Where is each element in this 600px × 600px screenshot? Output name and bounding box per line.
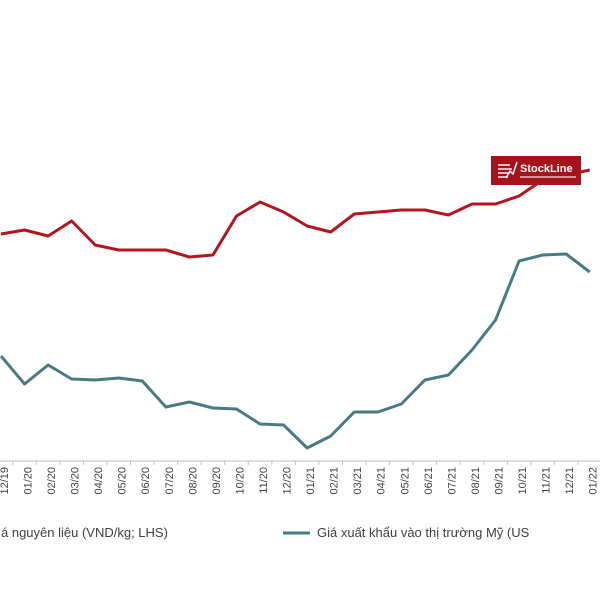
x-axis-tick-labels: 12/19 01/20 02/20 03/20 04/20 05/20 06/20 07/20… <box>0 467 600 495</box>
x-tick-label: 08/20 <box>187 467 199 495</box>
x-tick-label: 05/21 <box>399 467 411 495</box>
x-axis-ticks <box>12 461 579 465</box>
x-tick-label: 03/20 <box>70 467 82 495</box>
x-tick-label: 05/20 <box>117 467 129 495</box>
x-tick-label: 12/19 <box>0 467 11 495</box>
stockline-mark-icon <box>498 161 518 179</box>
x-tick-label: 01/20 <box>22 467 34 495</box>
logo-name: StockLine <box>520 163 573 175</box>
x-tick-label: 03/21 <box>352 467 364 495</box>
x-tick-label: 11/20 <box>258 467 270 494</box>
stockline-logo: StockLine <box>491 156 581 185</box>
legend: á nguyên liệu (VND/kg; LHS) Giá xuất khẩ… <box>1 525 530 540</box>
x-tick-label: 08/21 <box>470 467 482 495</box>
legend-export-label: Giá xuất khẩu vào thị trường Mỹ (US <box>317 525 530 540</box>
x-tick-label: 01/22 <box>588 467 600 495</box>
x-tick-label: 07/21 <box>446 467 458 495</box>
x-tick-label: 09/21 <box>493 467 505 495</box>
logo-subtext <box>520 176 576 178</box>
x-tick-label: 10/20 <box>234 467 246 495</box>
logo-box <box>491 156 581 185</box>
x-tick-label: 01/21 <box>305 467 317 495</box>
x-tick-label: 11/21 <box>541 467 553 494</box>
x-tick-label: 10/21 <box>517 467 529 495</box>
x-tick-label: 06/20 <box>140 467 152 495</box>
x-tick-label: 04/20 <box>93 467 105 495</box>
series-line-us-export-price <box>0 252 591 450</box>
x-tick-label: 09/20 <box>211 467 223 495</box>
legend-raw-material-label: á nguyên liệu (VND/kg; LHS) <box>1 525 168 540</box>
x-tick-label: 07/20 <box>164 467 176 495</box>
series-lines <box>0 168 591 450</box>
x-tick-label: 02/21 <box>329 467 341 495</box>
x-tick-label: 12/21 <box>564 467 576 495</box>
series-line-raw-material-price <box>0 168 591 259</box>
x-tick-label: 06/21 <box>423 467 435 495</box>
x-tick-label: 02/20 <box>46 467 58 495</box>
x-tick-label: 04/21 <box>376 467 388 495</box>
x-tick-label: 12/20 <box>282 467 294 495</box>
